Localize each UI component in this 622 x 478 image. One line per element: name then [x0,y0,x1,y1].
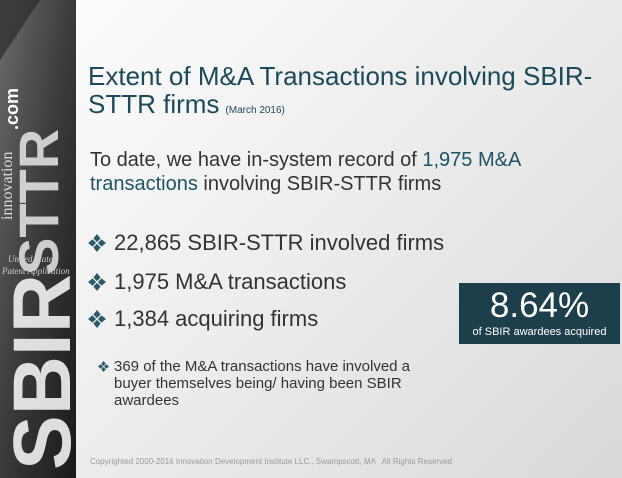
sidebar: SBIR STTR innovation .com United States … [0,0,76,478]
bullet-icon [98,361,109,372]
bullet: 1,384 acquiring firms [88,306,318,332]
bullet-text: 22,865 SBIR-STTR involved firms [114,230,445,255]
bullet-text: 1,975 M&A transactions [114,269,347,294]
intro-highlight: 1,975 M&A transactions [90,149,521,195]
title: Extent of M&A Transactions involving SBI… [88,62,608,125]
bullet: 1,975 M&A transactions [88,269,346,295]
site: innovation [0,152,16,220]
callout-value: 8.64% [489,286,590,325]
callout: 8.64% of SBIR awardees acquired [459,283,620,344]
bullet-icon [88,310,106,328]
bullet-text: 1,384 acquiring firms [114,306,319,331]
stamp: Patent Application [1,266,70,276]
title-text: Extent of M&A Transactions involving SBI… [88,61,593,119]
footer: Copyrighted 2000-2016 Innovation Develop… [90,457,452,466]
stamp: United States [8,254,57,264]
date: (March 2016) [225,105,285,116]
intro-text: involving SBIR-STTR firms [197,173,442,195]
brand-b: STTR [7,129,70,275]
brand-a: SBIR [0,274,76,470]
note-text: 369 of the M&A transactions have involve… [114,358,411,409]
intro-text: To date, we have in-system record of [90,149,423,171]
bullet-icon [88,273,106,291]
sidebar-bg [0,0,76,478]
callout-caption: of SBIR awardees acquired [472,326,607,338]
note: 369 of the M&A transactions have involve… [98,358,438,409]
bullet-icon [88,234,106,252]
bullet: 22,865 SBIR-STTR involved firms [88,230,444,256]
intro: To date, we have in-system record of 1,9… [90,148,560,196]
domain: .com [2,88,22,130]
